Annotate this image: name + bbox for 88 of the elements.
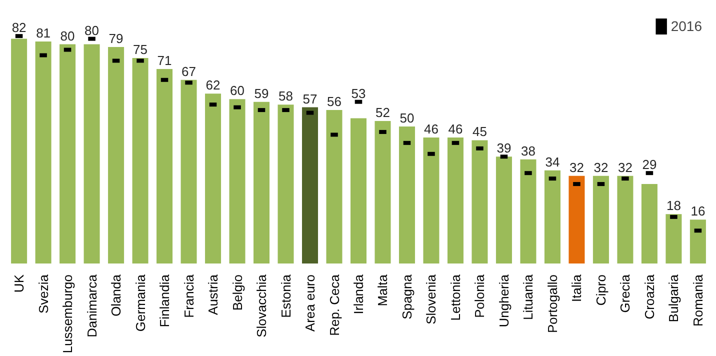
legend-label: 2016: [670, 18, 702, 34]
bar: [690, 220, 706, 264]
bar: [520, 159, 536, 264]
bar: [132, 58, 148, 264]
x-tick-label: Polonia: [472, 274, 488, 318]
x-tick-label: Lituania: [520, 274, 536, 320]
data-label: 29: [642, 157, 657, 172]
data-label: 62: [206, 78, 220, 93]
bar: [617, 176, 634, 264]
x-tick-label: Romania: [690, 274, 706, 327]
x-tick-label: Slovacchia: [254, 274, 270, 338]
x-tick-label: Finlandia: [157, 274, 172, 328]
bar: [205, 94, 222, 264]
data-label: 39: [496, 140, 512, 156]
data-label: 32: [594, 160, 608, 175]
x-tick-label: Svezia: [36, 274, 51, 314]
x-tick-label: Spagna: [399, 274, 414, 320]
data-label: 50: [400, 110, 414, 126]
data-label: 80: [60, 28, 75, 44]
bar: [447, 137, 464, 264]
x-tick-label: Ungheria: [496, 274, 512, 328]
x-tick-label: Croazia: [642, 274, 657, 320]
bar: [641, 184, 658, 264]
data-label: 82: [12, 20, 26, 36]
x-tick-label: Rep. Ceca: [326, 274, 342, 336]
data-label: 46: [448, 121, 463, 136]
bar: [496, 156, 512, 264]
bar: [278, 104, 294, 264]
data-label: 32: [618, 160, 632, 175]
bar: [180, 80, 197, 264]
bar: [326, 110, 342, 264]
x-tick-label: Grecia: [618, 274, 633, 313]
bar: [472, 140, 488, 264]
data-label: 75: [133, 42, 148, 57]
x-tick-label: Area euro: [302, 274, 318, 332]
x-tick-label: Belgio: [230, 274, 245, 311]
data-label: 52: [376, 105, 390, 120]
x-tick-label: Irlanda: [351, 274, 366, 314]
data-label: 56: [327, 94, 342, 110]
x-tick-label: Lettonia: [448, 274, 463, 321]
data-label: 60: [230, 83, 245, 98]
x-tick-label: Bulgaria: [666, 274, 682, 322]
data-label: 32: [569, 160, 584, 175]
x-tick-label: Lussemburgo: [60, 274, 76, 354]
x-tick-label: UK: [12, 274, 27, 293]
data-label: 53: [351, 86, 366, 101]
bar: [374, 121, 391, 264]
data-label: 59: [254, 86, 269, 101]
data-label: 81: [36, 26, 51, 41]
x-tick-label: Cipro: [593, 274, 608, 306]
x-tick-label: Olanda: [108, 274, 124, 316]
bar: [544, 170, 560, 264]
data-label: 79: [108, 31, 124, 46]
data-label: 58: [278, 88, 293, 104]
bar: [156, 68, 173, 264]
data-label: 57: [302, 91, 318, 106]
bar: [35, 42, 52, 264]
x-tick-label: Austria: [206, 274, 221, 315]
x-tick-label: Slovenia: [424, 274, 439, 324]
bar: [350, 118, 366, 264]
x-tick-label: Portogallo: [544, 274, 560, 334]
data-label: 38: [520, 143, 536, 158]
data-label: 18: [666, 198, 681, 214]
bar: [592, 176, 609, 264]
data-label: 80: [84, 22, 100, 38]
x-tick-label: Germania: [132, 274, 148, 332]
data-label: 71: [157, 52, 172, 68]
bar: [11, 38, 28, 264]
bar: [108, 47, 124, 264]
bar: [229, 99, 246, 264]
x-tick-label: Estonia: [278, 274, 294, 318]
bar: [254, 102, 270, 264]
bar: [302, 107, 318, 264]
x-tick-label: Francia: [181, 274, 196, 318]
x-tick-label: Danimarca: [84, 274, 100, 338]
data-label: 34: [545, 154, 560, 170]
bar: [666, 214, 682, 264]
x-tick-label: Italia: [569, 274, 584, 302]
data-label: 45: [472, 124, 487, 140]
bar: [84, 44, 100, 264]
x-tick-label: Malta: [375, 274, 390, 306]
bar: [398, 126, 415, 264]
data-label: 67: [182, 64, 196, 79]
data-label: 46: [424, 121, 438, 136]
bar: [423, 137, 440, 264]
bar: [568, 176, 585, 264]
data-label: 16: [690, 204, 706, 219]
bar: [60, 44, 76, 264]
